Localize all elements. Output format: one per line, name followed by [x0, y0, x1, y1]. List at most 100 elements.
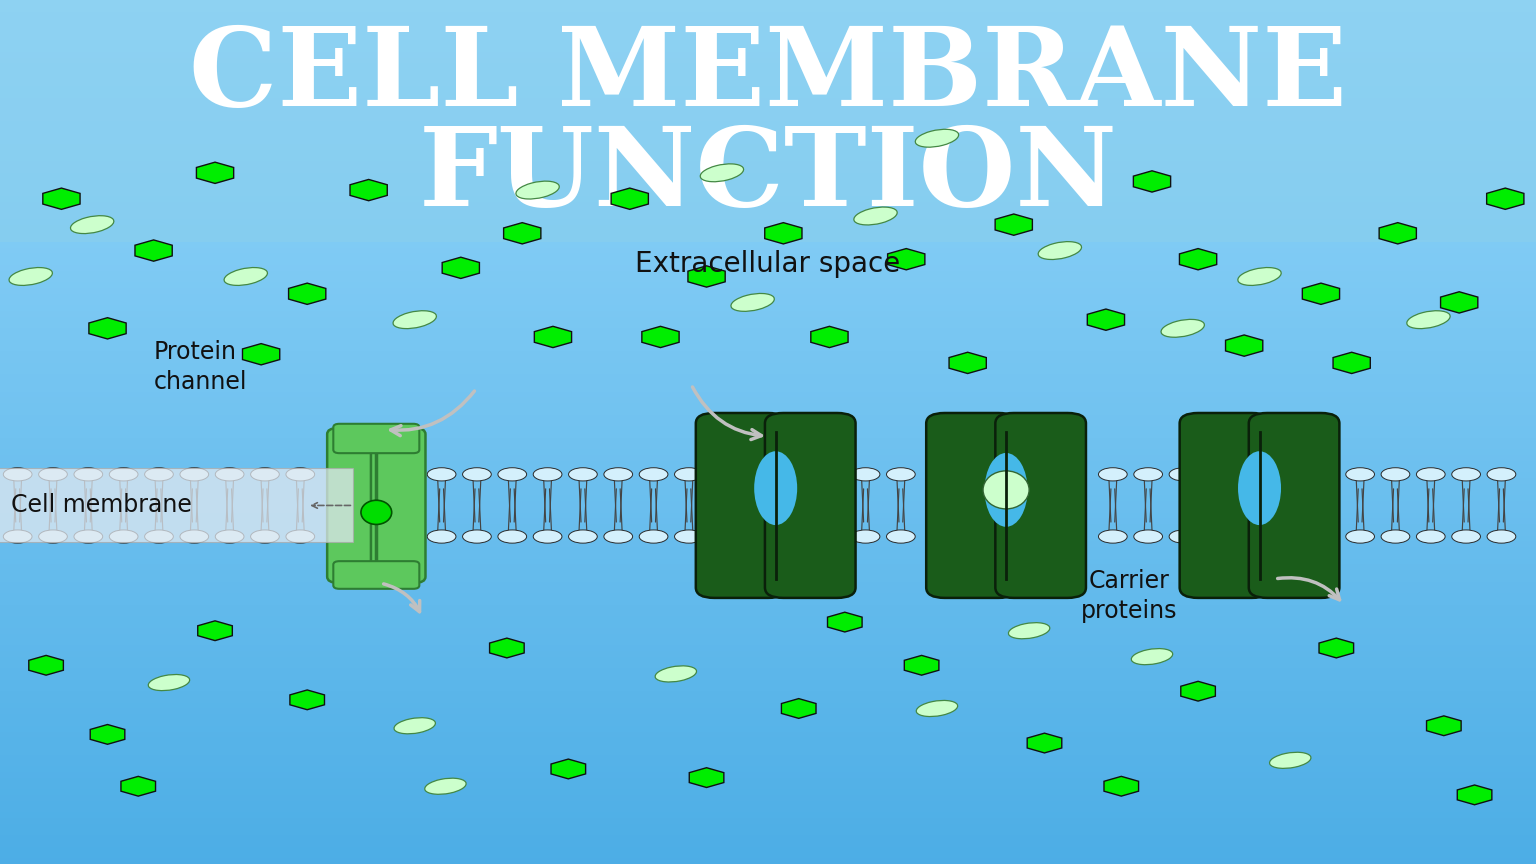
Ellipse shape: [1270, 753, 1310, 768]
Ellipse shape: [1452, 467, 1481, 481]
Ellipse shape: [754, 451, 797, 525]
Bar: [0, 697, 1536, 702]
Bar: [0, 270, 1536, 276]
Bar: [0, 403, 1536, 409]
Bar: [0, 276, 1536, 283]
Bar: [0, 17, 1536, 23]
Polygon shape: [91, 725, 124, 744]
Bar: [0, 35, 1536, 41]
Ellipse shape: [3, 530, 32, 543]
Bar: [0, 501, 1536, 507]
Ellipse shape: [1381, 467, 1410, 481]
Bar: [0, 305, 1536, 311]
Bar: [0, 766, 1536, 772]
Bar: [0, 616, 1536, 622]
Bar: [0, 179, 1536, 184]
Ellipse shape: [1169, 467, 1198, 481]
Ellipse shape: [250, 467, 280, 481]
Ellipse shape: [215, 467, 244, 481]
Bar: [0, 374, 1536, 380]
Bar: [0, 138, 1536, 144]
Bar: [0, 242, 1536, 248]
Bar: [0, 127, 1536, 132]
Bar: [0, 674, 1536, 680]
Bar: [0, 443, 1536, 449]
Text: Cell membrane: Cell membrane: [11, 492, 192, 517]
Bar: [0, 421, 1536, 426]
Bar: [0, 801, 1536, 806]
Bar: [0, 784, 1536, 789]
Polygon shape: [504, 223, 541, 244]
Polygon shape: [688, 266, 725, 287]
Bar: [0, 213, 1536, 219]
Bar: [0, 495, 1536, 501]
Bar: [0, 743, 1536, 749]
Bar: [0, 490, 1536, 495]
Ellipse shape: [1346, 530, 1375, 543]
Polygon shape: [490, 638, 524, 658]
Bar: [0, 668, 1536, 674]
Ellipse shape: [1416, 467, 1445, 481]
Bar: [0, 708, 1536, 715]
Bar: [0, 58, 1536, 63]
Bar: [0, 559, 1536, 564]
Ellipse shape: [498, 530, 527, 543]
Bar: [0, 680, 1536, 685]
FancyBboxPatch shape: [333, 424, 419, 453]
Bar: [0, 415, 1536, 421]
Polygon shape: [995, 214, 1032, 235]
Bar: [0, 300, 1536, 305]
Bar: [0, 149, 1536, 156]
Bar: [0, 657, 1536, 663]
Ellipse shape: [1381, 530, 1410, 543]
Bar: [0, 41, 1536, 46]
Bar: [0, 691, 1536, 697]
Polygon shape: [1333, 353, 1370, 373]
Ellipse shape: [915, 130, 958, 147]
Ellipse shape: [1310, 467, 1339, 481]
Bar: [0, 63, 1536, 69]
Bar: [0, 201, 1536, 207]
Bar: [0, 461, 1536, 467]
Ellipse shape: [224, 268, 267, 285]
Polygon shape: [198, 621, 232, 640]
Polygon shape: [1028, 734, 1061, 753]
Polygon shape: [350, 180, 387, 200]
Bar: [0, 248, 1536, 253]
Ellipse shape: [674, 530, 703, 543]
Ellipse shape: [286, 530, 315, 543]
Polygon shape: [811, 327, 848, 347]
Bar: [0, 605, 1536, 611]
Ellipse shape: [144, 530, 174, 543]
Bar: [0, 340, 1536, 346]
Ellipse shape: [250, 530, 280, 543]
Ellipse shape: [700, 164, 743, 181]
Polygon shape: [888, 249, 925, 270]
Polygon shape: [611, 188, 648, 209]
Polygon shape: [1427, 716, 1461, 735]
Polygon shape: [1319, 638, 1353, 658]
Polygon shape: [289, 283, 326, 304]
Polygon shape: [135, 240, 172, 261]
Polygon shape: [1134, 171, 1170, 192]
Bar: [0, 92, 1536, 98]
Bar: [0, 530, 1536, 536]
Ellipse shape: [109, 467, 138, 481]
Polygon shape: [1104, 777, 1138, 796]
Bar: [0, 132, 1536, 138]
Ellipse shape: [1009, 623, 1049, 638]
Bar: [0, 121, 1536, 127]
Ellipse shape: [393, 311, 436, 328]
Bar: [0, 576, 1536, 581]
FancyBboxPatch shape: [0, 0, 1536, 242]
Ellipse shape: [1132, 649, 1172, 664]
Ellipse shape: [462, 467, 492, 481]
Ellipse shape: [3, 467, 32, 481]
Ellipse shape: [71, 216, 114, 233]
Bar: [0, 173, 1536, 179]
Ellipse shape: [674, 467, 703, 481]
Bar: [0, 207, 1536, 213]
Ellipse shape: [180, 467, 209, 481]
Bar: [0, 835, 1536, 841]
Text: Extracellular space: Extracellular space: [636, 250, 900, 277]
